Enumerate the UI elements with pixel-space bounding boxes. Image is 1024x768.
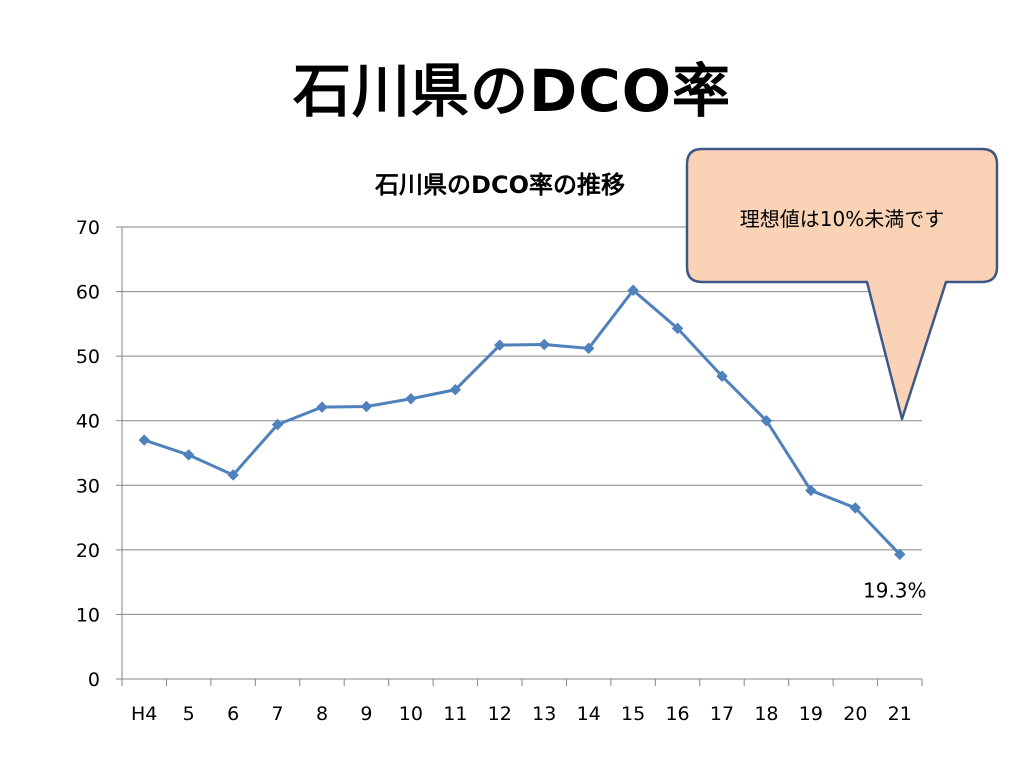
labels: 0 10 20 30 40 50 60 70 H4 5 6 7 8 9 10 11 12 13 14 15 16 17 18… — [76, 217, 927, 725]
data-point-marker — [494, 339, 506, 351]
y-tick-label: 0 — [88, 669, 100, 691]
data-point-marker — [538, 338, 550, 351]
data-point-marker — [227, 469, 239, 481]
data-point-marker — [360, 400, 373, 413]
x-tick-label: 18 — [754, 703, 778, 725]
data-label: 19.3% — [863, 578, 927, 602]
x-tick-label: 14 — [577, 703, 601, 725]
chart-title: 石川県のDCO率の推移 — [374, 171, 625, 199]
data-point-marker — [582, 342, 595, 355]
data-point-marker — [449, 384, 462, 396]
data-point-marker — [182, 449, 195, 461]
x-tick-label: 5 — [183, 703, 195, 725]
x-tick-label: 15 — [621, 703, 645, 725]
x-tick-label: 13 — [532, 703, 556, 725]
data-point-marker — [138, 434, 150, 446]
x-tick-label: 17 — [710, 703, 734, 725]
x-tick-label: H4 — [131, 703, 157, 725]
data-point-marker — [316, 401, 328, 413]
callout-bubble — [685, 147, 999, 421]
y-tick-label: 30 — [76, 475, 100, 497]
data-point-marker — [805, 484, 817, 497]
y-tick-label: 60 — [76, 282, 100, 304]
y-tick-label: 20 — [76, 540, 100, 562]
x-tick-label: 8 — [316, 703, 328, 725]
slide-title: 石川県のDCO率 — [292, 57, 732, 125]
data-point-marker — [849, 502, 862, 514]
callout: 理想値は10%未満です — [685, 147, 999, 421]
x-tick-label: 9 — [360, 703, 372, 725]
y-tick-label: 70 — [76, 217, 100, 239]
data-point-marker — [716, 370, 728, 382]
x-tick-label: 11 — [443, 703, 467, 725]
axes — [116, 226, 923, 686]
data-point-marker — [627, 284, 639, 296]
x-tick-label: 16 — [665, 703, 689, 725]
series — [138, 284, 906, 561]
x-tick-label: 21 — [888, 703, 912, 725]
data-point-marker — [405, 393, 417, 405]
y-tick-label: 40 — [76, 411, 100, 433]
gridlines — [122, 226, 922, 615]
x-tick-label: 20 — [843, 703, 867, 725]
y-tick-label: 10 — [76, 604, 100, 626]
series-line — [143, 288, 901, 556]
y-tick-label: 50 — [76, 346, 100, 368]
x-tick-label: 6 — [227, 703, 239, 725]
x-tick-label: 12 — [488, 703, 512, 725]
data-point-marker — [760, 415, 773, 427]
data-point-marker — [894, 548, 906, 561]
data-point-marker — [271, 418, 284, 431]
callout-text: 理想値は10%未満です — [740, 207, 944, 231]
x-tick-label: 10 — [399, 703, 423, 725]
x-tick-label: 7 — [272, 703, 284, 725]
x-tick-label: 19 — [799, 703, 823, 725]
data-point-marker — [671, 322, 684, 335]
